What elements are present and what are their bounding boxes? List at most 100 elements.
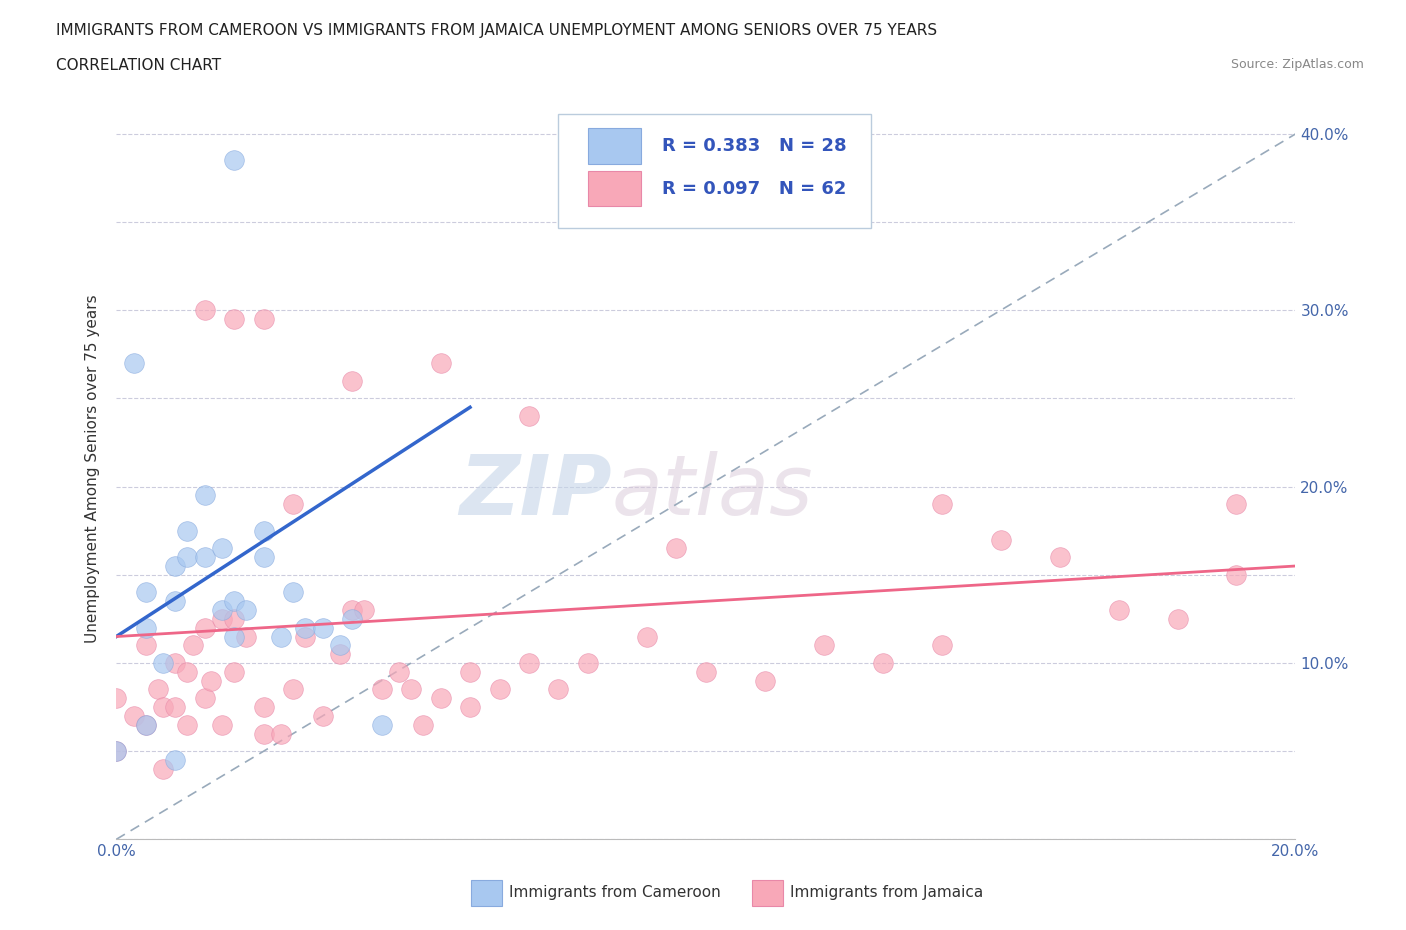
FancyBboxPatch shape xyxy=(588,128,641,164)
FancyBboxPatch shape xyxy=(588,170,641,206)
Point xyxy=(281,497,304,512)
Point xyxy=(146,682,169,697)
Point xyxy=(235,603,257,618)
Point xyxy=(340,611,363,626)
Point xyxy=(1049,550,1071,565)
Point xyxy=(931,497,953,512)
Point xyxy=(224,153,246,167)
Point xyxy=(458,664,481,679)
Point xyxy=(813,638,835,653)
Point xyxy=(429,356,451,371)
Point xyxy=(412,717,434,732)
Point xyxy=(695,664,717,679)
Point xyxy=(224,594,246,609)
Point xyxy=(329,638,352,653)
Point xyxy=(517,408,540,423)
Text: ZIP: ZIP xyxy=(458,451,612,532)
Point xyxy=(165,594,187,609)
Point xyxy=(488,682,510,697)
Point xyxy=(105,691,128,706)
Point xyxy=(235,629,257,644)
Text: CORRELATION CHART: CORRELATION CHART xyxy=(56,58,221,73)
Text: IMMIGRANTS FROM CAMEROON VS IMMIGRANTS FROM JAMAICA UNEMPLOYMENT AMONG SENIORS O: IMMIGRANTS FROM CAMEROON VS IMMIGRANTS F… xyxy=(56,23,938,38)
Text: R = 0.097   N = 62: R = 0.097 N = 62 xyxy=(662,180,846,198)
Point xyxy=(429,691,451,706)
Point xyxy=(122,356,145,371)
Point xyxy=(253,550,276,565)
FancyBboxPatch shape xyxy=(558,113,870,228)
Point xyxy=(181,638,204,653)
Point xyxy=(576,656,599,671)
Point xyxy=(152,762,174,777)
Point xyxy=(458,699,481,714)
Text: Source: ZipAtlas.com: Source: ZipAtlas.com xyxy=(1230,58,1364,71)
Point xyxy=(547,682,569,697)
Point xyxy=(135,620,157,635)
Point xyxy=(165,752,187,767)
Point xyxy=(931,638,953,653)
Point xyxy=(211,541,233,556)
Point xyxy=(176,717,198,732)
Point xyxy=(253,312,276,326)
Point xyxy=(329,646,352,661)
Point xyxy=(194,488,217,503)
Text: atlas: atlas xyxy=(612,451,813,532)
Point xyxy=(754,673,776,688)
Point xyxy=(165,559,187,574)
Point xyxy=(211,603,233,618)
Point xyxy=(135,585,157,600)
Point xyxy=(340,374,363,389)
Point xyxy=(253,699,276,714)
Point xyxy=(353,603,375,618)
Point xyxy=(294,629,316,644)
Point xyxy=(194,303,217,318)
Point xyxy=(176,550,198,565)
Point xyxy=(135,717,157,732)
Point xyxy=(1225,497,1247,512)
Point xyxy=(990,532,1012,547)
Point xyxy=(165,656,187,671)
Point xyxy=(270,726,292,741)
Point xyxy=(665,541,688,556)
Text: R = 0.383   N = 28: R = 0.383 N = 28 xyxy=(662,137,846,155)
Point xyxy=(388,664,411,679)
Point xyxy=(135,638,157,653)
Point xyxy=(281,585,304,600)
Point xyxy=(105,744,128,759)
Point xyxy=(211,611,233,626)
Point xyxy=(194,550,217,565)
Point xyxy=(370,717,392,732)
Point xyxy=(176,664,198,679)
Point xyxy=(311,620,333,635)
Point xyxy=(194,691,217,706)
Point xyxy=(224,611,246,626)
Point xyxy=(636,629,658,644)
Point xyxy=(370,682,392,697)
Point xyxy=(194,620,217,635)
Point xyxy=(211,717,233,732)
Point xyxy=(224,312,246,326)
Text: Immigrants from Cameroon: Immigrants from Cameroon xyxy=(509,885,721,900)
Text: Immigrants from Jamaica: Immigrants from Jamaica xyxy=(790,885,983,900)
Point xyxy=(294,620,316,635)
Point xyxy=(872,656,894,671)
Point xyxy=(399,682,422,697)
Point xyxy=(340,603,363,618)
Point xyxy=(270,629,292,644)
Point xyxy=(224,664,246,679)
Point xyxy=(1167,611,1189,626)
Point xyxy=(200,673,222,688)
Point xyxy=(135,717,157,732)
Point xyxy=(176,524,198,538)
Point xyxy=(517,656,540,671)
Point xyxy=(224,629,246,644)
Point xyxy=(253,524,276,538)
Point xyxy=(1225,567,1247,582)
Point xyxy=(1108,603,1130,618)
Point xyxy=(122,709,145,724)
Point xyxy=(253,726,276,741)
Point xyxy=(152,656,174,671)
Y-axis label: Unemployment Among Seniors over 75 years: Unemployment Among Seniors over 75 years xyxy=(86,295,100,644)
Point xyxy=(311,709,333,724)
Point xyxy=(105,744,128,759)
